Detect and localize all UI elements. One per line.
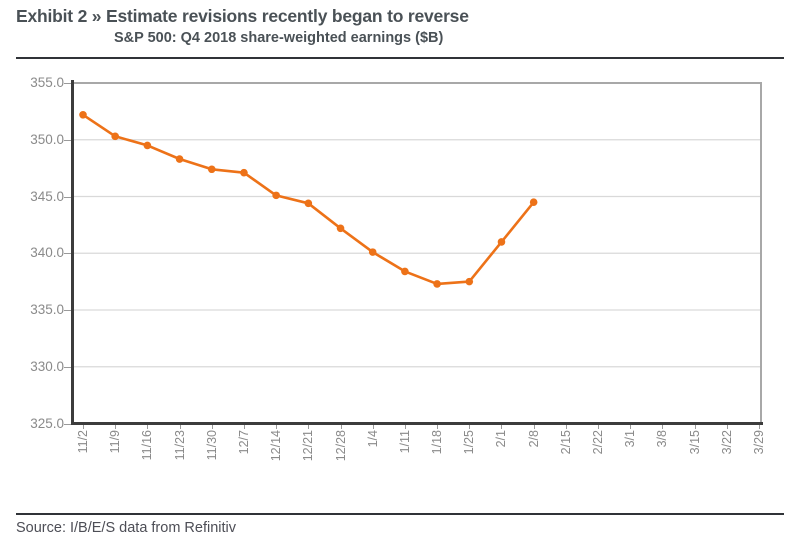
x-axis-tick-label: 11/30 <box>204 430 219 461</box>
x-axis-tick <box>243 425 245 429</box>
x-axis-tick <box>372 425 374 429</box>
x-axis-tick <box>565 425 567 429</box>
data-point-marker <box>207 165 216 174</box>
x-axis-tick <box>759 425 760 429</box>
data-point-marker <box>111 132 119 141</box>
y-axis-line <box>71 80 74 425</box>
x-axis-tick-label: 3/22 <box>719 430 734 455</box>
y-axis-tick <box>64 253 71 255</box>
data-point-marker <box>433 280 441 288</box>
x-axis-tick-label: 12/7 <box>236 430 251 455</box>
x-axis-line <box>71 422 763 425</box>
x-axis-tick <box>662 425 664 429</box>
x-axis-tick <box>598 425 600 429</box>
y-axis-tick <box>64 139 71 141</box>
data-point-marker <box>304 199 313 208</box>
x-axis-tick-label: 11/9 <box>108 430 123 454</box>
plot-area <box>74 110 760 368</box>
x-axis-tick-label: 12/21 <box>301 430 316 462</box>
header-divider <box>16 57 784 59</box>
y-axis-tick <box>64 83 71 84</box>
x-axis-tick-label: 11/23 <box>172 430 187 461</box>
data-point-marker <box>175 155 184 163</box>
x-axis-tick-label: 1/4 <box>365 430 380 448</box>
data-point-marker <box>240 168 248 177</box>
x-axis-tick <box>533 425 535 429</box>
x-axis-tick-label: 2/22 <box>591 430 606 455</box>
x-axis-tick <box>179 425 181 429</box>
data-point-marker <box>529 198 538 206</box>
plot-frame-top <box>74 82 762 84</box>
y-axis-tick <box>64 423 71 425</box>
data-point-marker <box>401 267 409 276</box>
x-axis-tick <box>630 425 632 429</box>
x-axis-tick-label: 3/29 <box>752 430 766 455</box>
y-axis-tick-label: 330.0 <box>30 358 64 374</box>
x-axis-tick-label: 3/1 <box>623 430 638 448</box>
x-axis-tick-label: 12/28 <box>333 430 348 462</box>
x-axis-tick-label: 12/14 <box>269 430 284 462</box>
x-axis-tick <box>115 425 117 429</box>
x-axis-tick-label: 2/8 <box>526 430 541 448</box>
y-axis-tick-label: 325.0 <box>30 415 64 431</box>
y-axis-tick <box>64 196 71 198</box>
footer-divider <box>16 513 784 515</box>
data-point-marker <box>465 277 474 286</box>
x-axis-tick <box>694 425 696 429</box>
x-axis-tick <box>211 425 213 429</box>
x-axis-tick <box>501 425 503 429</box>
data-point-marker <box>368 248 377 256</box>
data-point-marker <box>143 141 152 150</box>
x-axis-tick-label: 1/18 <box>430 430 445 455</box>
x-axis-tick <box>726 425 728 429</box>
y-axis-tick-label: 350.0 <box>30 131 64 147</box>
y-axis-tick <box>64 366 71 368</box>
source-note: Source: I/B/E/S data from Refinitiv <box>16 520 237 536</box>
x-axis-tick <box>469 425 471 429</box>
x-axis-tick-label: 1/25 <box>462 430 477 455</box>
x-axis-tick-label: 11/16 <box>140 430 155 461</box>
y-axis-tick-label: 345.0 <box>30 188 64 204</box>
x-axis-tick-label: 2/1 <box>494 430 509 448</box>
x-axis-tick <box>404 425 406 429</box>
data-point-marker <box>336 224 345 233</box>
x-axis-tick <box>437 425 439 429</box>
data-point-marker <box>79 110 87 119</box>
x-axis-tick-label: 11/2 <box>76 430 90 454</box>
x-axis-tick <box>83 425 84 429</box>
y-axis-tick-label: 355.0 <box>30 75 64 90</box>
x-axis-tick <box>147 425 149 429</box>
y-axis-tick-label: 335.0 <box>30 302 64 317</box>
plot-frame-right <box>760 84 762 425</box>
x-axis-tick <box>340 425 342 429</box>
exhibit-title: Exhibit 2 » Estimate revisions recently … <box>16 6 469 26</box>
x-axis-tick-label: 3/8 <box>655 430 670 448</box>
x-axis-tick-label: 2/15 <box>558 430 573 455</box>
y-axis-tick-label: 340.0 <box>30 245 64 261</box>
x-axis-tick <box>276 425 278 429</box>
data-point-marker <box>497 238 506 246</box>
x-axis-tick <box>308 425 310 429</box>
x-axis-tick-label: 3/15 <box>687 430 702 455</box>
y-axis-tick <box>64 310 71 311</box>
data-point-marker <box>272 191 280 200</box>
chart-subtitle: S&P 500: Q4 2018 share-weighted earnings… <box>114 30 444 46</box>
x-axis-tick-label: 1/11 <box>397 430 412 454</box>
